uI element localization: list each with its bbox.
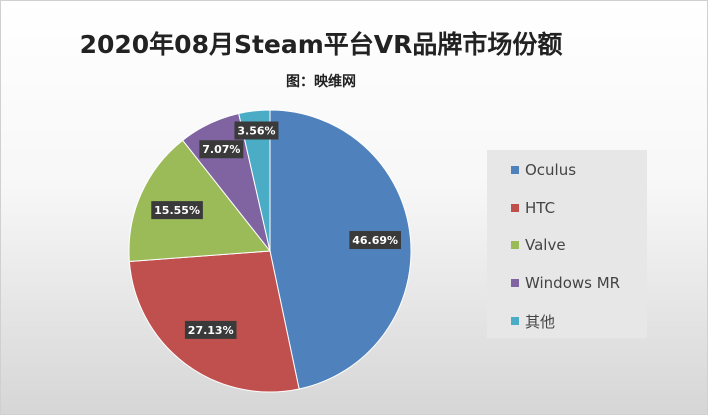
data-label-box [151,201,203,220]
legend-item-htc: HTC [511,198,555,218]
data-label-text: 7.07% [202,143,240,156]
legend-label: HTC [525,199,556,217]
legend-swatch [511,241,519,249]
pie-slice-valve [128,139,271,262]
pie-slice-oculus [269,109,412,390]
data-label-text: 27.13% [188,324,234,337]
legend-item-oculus: Oculus [511,160,576,180]
data-label-box [349,231,401,250]
legend-swatch [511,317,519,325]
data-label-text: 15.55% [154,204,200,217]
chart-subtitle: 图：映维网 [286,74,356,90]
data-label-box [234,121,279,140]
data-label-other: 3.56% [234,121,279,140]
legend-swatch [511,204,519,212]
legend-item-valve: Valve [511,235,566,255]
data-label-valve: 15.55% [151,201,203,220]
legend: Oculus HTC Valve Windows MR 其他 [487,150,647,338]
data-label-text: 46.69% [352,234,398,247]
legend-label: 其他 [525,312,556,331]
data-label-text: 3.56% [237,124,275,137]
legend-label: Valve [525,236,566,254]
legend-label: Oculus [525,161,577,179]
data-label-oculus: 46.69% [349,231,401,250]
data-label-box [184,320,237,339]
legend-swatch [511,279,519,287]
legend-swatch [511,166,519,174]
data-label-windows-mr: 7.07% [199,140,244,159]
legend-item-windows-mr: Windows MR [511,273,620,293]
chart-title: 2020年08月Steam平台VR品牌市场份额 [79,30,563,59]
data-label-htc: 27.13% [184,320,237,339]
pie-slice-other [238,109,271,252]
data-label-box [199,140,244,159]
legend-label: Windows MR [525,274,621,292]
legend-item-other: 其他 [511,311,555,331]
